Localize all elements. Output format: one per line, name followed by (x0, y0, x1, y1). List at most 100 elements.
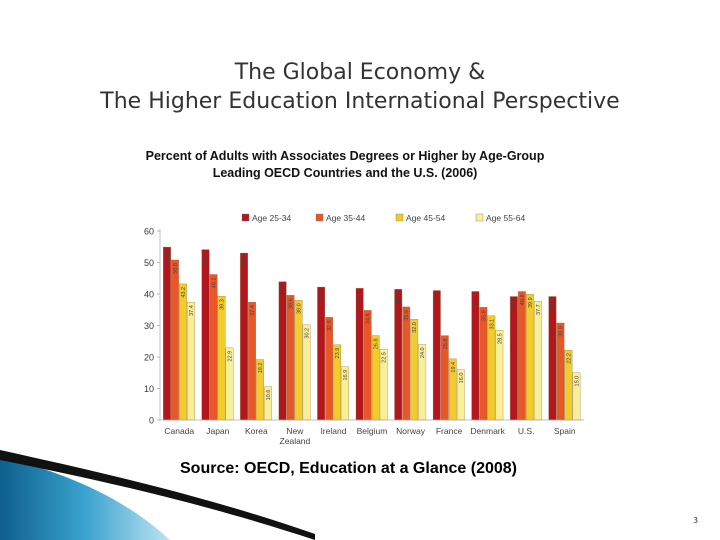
bar (526, 294, 534, 421)
decorative-swoosh (0, 450, 315, 540)
bar (286, 295, 295, 421)
y-tick-label: 50 (144, 258, 154, 268)
bar (548, 296, 557, 421)
bar-value-label: 40.8 (473, 294, 479, 305)
bar-value-label: 24.0 (420, 347, 426, 358)
bar-value-label: 41.5 (396, 292, 402, 303)
chart-subtitle: Leading OECD Countries and the U.S. (200… (212, 166, 478, 180)
bar (317, 286, 325, 421)
bar-value-label: 30.2 (305, 328, 311, 339)
bar (248, 302, 256, 421)
x-tick-label: Japan (206, 426, 229, 436)
bar-value-label: 54.1 (204, 253, 210, 264)
bar (363, 310, 372, 421)
bar-value-label: 22.9 (228, 351, 234, 362)
bar-value-label: 39.3 (220, 299, 226, 310)
bar-value-label: 35.8 (481, 310, 487, 321)
bar (217, 296, 226, 421)
bar-value-label: 33.1 (489, 319, 495, 330)
source-note: Source: OECD, Education at a Glance (200… (180, 460, 517, 477)
bar-value-label: 43.2 (181, 287, 187, 298)
bar-value-label: 28.5 (497, 333, 503, 344)
bar-value-label: 53.0 (242, 256, 248, 267)
legend-swatch (315, 213, 324, 222)
chart-bars: 54.950.8 43.2 37.4 54.1 46.2 39.3 22.9 53.0 37.4… (163, 246, 580, 421)
bar-value-label: 37.4 (250, 305, 256, 316)
x-tick-label: Korea (245, 426, 268, 436)
y-axis: 0 10 20 30 40 50 60 (144, 227, 161, 426)
legend-label: Age 55-64 (486, 213, 525, 223)
bar (471, 291, 480, 421)
bar-value-label: 39.9 (528, 297, 534, 308)
chart-legend: Age 25-34 Age 35-44 Age 45-54 Age 55-64 (241, 213, 525, 223)
x-tick-label: Canada (164, 426, 194, 436)
bar-value-label: 39.2 (550, 300, 556, 311)
bar-value-label: 15.0 (574, 376, 580, 387)
bar-value-label: 54.9 (165, 250, 171, 261)
bar-value-label: 41.8 (358, 291, 364, 302)
x-tick-label: Norway (396, 426, 426, 436)
bar-value-label: 30.8 (558, 326, 564, 337)
y-tick-label: 60 (144, 227, 154, 237)
legend-swatch (395, 213, 404, 222)
bar-value-label: 41.1 (435, 294, 441, 305)
slide-title-line-2: The Higher Education International Persp… (100, 89, 620, 114)
y-tick-label: 10 (144, 384, 154, 394)
y-tick-label: 40 (144, 290, 154, 300)
bar-value-label: 26.8 (443, 339, 449, 350)
legend-swatch (241, 213, 250, 222)
x-tick-label: Spain (554, 426, 576, 436)
slide-title-line-1: The Global Economy & (234, 60, 486, 85)
x-tick-label: France (436, 426, 463, 436)
bar-value-label: 22.2 (566, 353, 572, 364)
bar-value-label: 26.8 (374, 339, 380, 350)
bar (487, 315, 496, 421)
bar-value-label: 46.2 (212, 277, 218, 288)
legend-label: Age 45-54 (406, 213, 445, 223)
bar-value-label: 32.0 (412, 322, 418, 333)
bar-value-label: 39.6 (289, 298, 295, 309)
bar (355, 288, 364, 421)
bar-value-label: 43.9 (281, 285, 287, 296)
bar (209, 274, 218, 421)
bar-value-label: 32.6 (327, 320, 333, 331)
bar-value-label: 37.4 (189, 305, 195, 316)
bar-value-label: 35.9 (404, 310, 410, 321)
bar (294, 300, 303, 421)
y-tick-label: 0 (149, 416, 154, 426)
bar (510, 296, 518, 421)
bar (278, 281, 287, 421)
bar-value-label: 39.2 (512, 300, 518, 311)
y-tick-label: 20 (144, 353, 154, 363)
bar (410, 319, 419, 421)
bar (518, 291, 526, 421)
bar (201, 249, 210, 421)
y-tick-label: 30 (144, 321, 154, 331)
bar (163, 246, 171, 421)
legend-label: Age 35-44 (326, 213, 365, 223)
bar (179, 283, 187, 421)
bar (187, 302, 195, 421)
x-tick-label: Denmark (470, 426, 505, 436)
bar-value-label: 38.0 (297, 303, 303, 314)
bar (479, 307, 488, 421)
x-tick-label: U.S. (518, 426, 535, 436)
bar-value-label: 34.8 (366, 313, 372, 324)
bar (394, 289, 403, 421)
bar-chart: Age 25-34 Age 35-44 Age 45-54 Age 55-64 0 10… (144, 213, 584, 446)
bar (534, 301, 542, 421)
bar-value-label: 16.9 (343, 370, 349, 381)
bar-value-label: 23.9 (335, 348, 341, 359)
bar (432, 290, 441, 421)
bar (171, 259, 179, 421)
x-tick-label: Ireland (320, 426, 346, 436)
bar-value-label: 42.2 (319, 290, 325, 301)
bar-value-label: 37.7 (536, 304, 542, 315)
bar-value-label: 40.8 (520, 294, 526, 305)
bar (402, 306, 411, 421)
bar-value-label: 19.4 (451, 362, 457, 373)
bar-value-label: 16.0 (459, 373, 465, 384)
x-tick-label: Belgium (357, 426, 388, 436)
x-tick-label: Zealand (280, 436, 311, 446)
